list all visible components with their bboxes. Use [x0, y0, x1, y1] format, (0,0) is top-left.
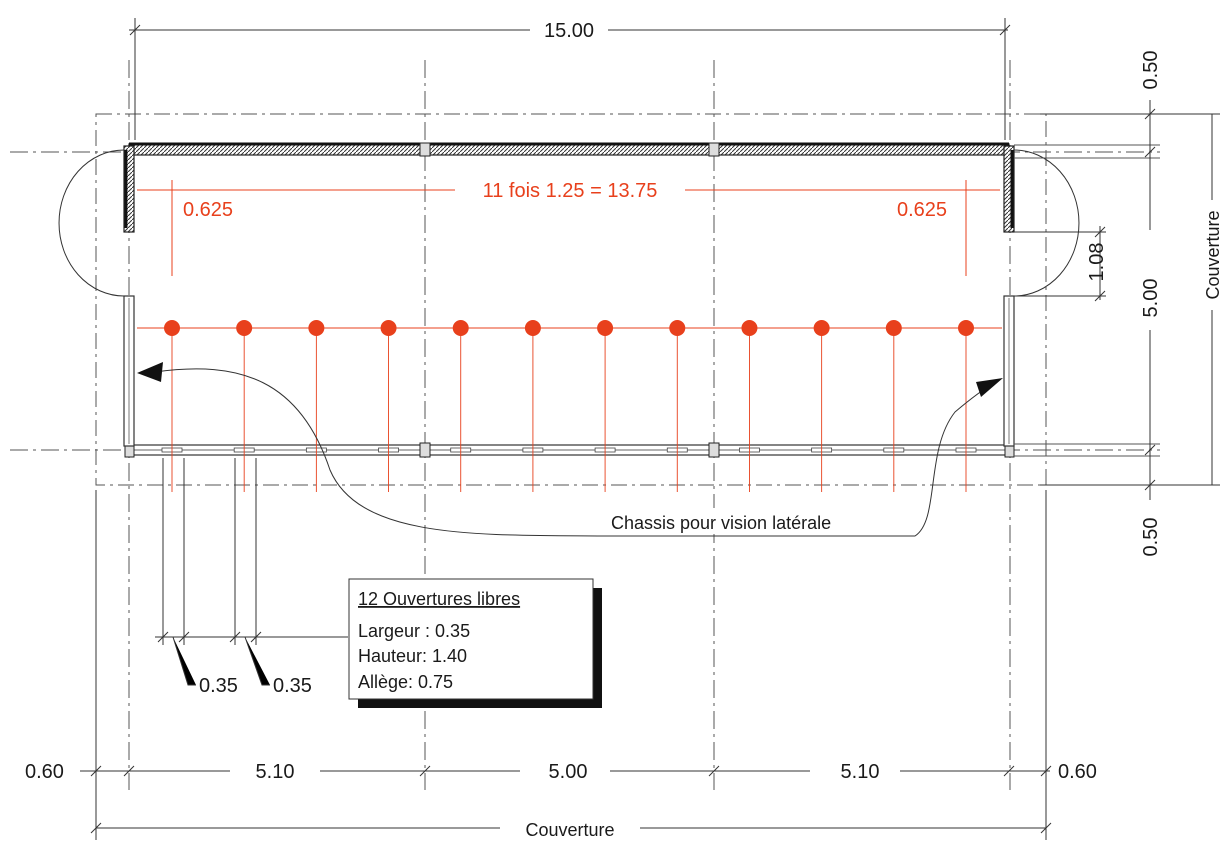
right-overhang-label: 0.60	[1058, 761, 1097, 783]
column-marker	[958, 320, 974, 336]
orange-guides	[137, 180, 1002, 329]
side-extensions	[1014, 144, 1160, 457]
column-marker	[164, 320, 180, 336]
left-overhang-label: 0.60	[25, 761, 64, 783]
column-marker	[524, 320, 541, 336]
spacing-label: 11 fois 1.25 = 13.75	[483, 180, 658, 202]
column-marker	[236, 320, 253, 336]
column-marker	[741, 320, 758, 336]
column-marker	[380, 320, 397, 336]
door-offset-label: 1.08	[1086, 243, 1108, 282]
chassis-label: Chassis pour vision latérale	[611, 513, 831, 533]
top-margin-label: 0.50	[1140, 51, 1162, 90]
legend-line-sill: Allège: 0.75	[358, 672, 453, 692]
column-marker	[885, 320, 902, 336]
legend-title: 12 Ouvertures libres	[358, 589, 520, 609]
left-offset-label: 0.625	[183, 199, 233, 221]
orange-columns	[164, 320, 974, 492]
legend-box	[348, 578, 594, 700]
chassis-arrows	[154, 368, 1000, 537]
column-marker	[813, 320, 830, 336]
right-offset-label: 0.625	[897, 199, 947, 221]
column-marker	[597, 320, 614, 336]
opening-width-a-label: 0.35	[199, 675, 238, 697]
legend-line-height: Hauteur: 1.40	[358, 646, 467, 666]
top-dimension-line	[129, 18, 1011, 140]
door-offset-dimension	[1014, 226, 1106, 302]
roof-coverage-outline	[95, 113, 1047, 486]
bottom-dimension-chain	[80, 490, 1052, 840]
column-marker	[669, 320, 686, 336]
overall-length-label: 15.00	[544, 20, 594, 42]
left-wall-upper	[123, 145, 135, 233]
column-marker	[452, 320, 469, 336]
right-arrowhead-icon	[976, 378, 1003, 397]
bottom-margin-label: 0.50	[1140, 518, 1162, 557]
height-label: 5.00	[1140, 279, 1162, 318]
span-middle-label: 5.00	[549, 761, 588, 783]
cover-vertical-label: Couverture	[1203, 210, 1222, 299]
opening-width-dimensions	[155, 458, 348, 686]
left-door-swing	[58, 149, 125, 297]
bottom-wall-posts	[124, 442, 1015, 458]
top-wall	[128, 143, 1010, 156]
legend-line-width: Largeur : 0.35	[358, 621, 470, 641]
right-wall-upper	[1003, 145, 1015, 233]
left-arrowhead-icon	[137, 362, 163, 382]
opening-width-b-label: 0.35	[273, 675, 312, 697]
right-dimension-line	[1040, 100, 1220, 500]
span-left-label: 5.10	[256, 761, 295, 783]
span-right-label: 5.10	[841, 761, 880, 783]
cover-horizontal-label: Couverture	[525, 820, 614, 840]
column-marker	[308, 320, 325, 336]
top-wall-posts	[419, 142, 720, 157]
